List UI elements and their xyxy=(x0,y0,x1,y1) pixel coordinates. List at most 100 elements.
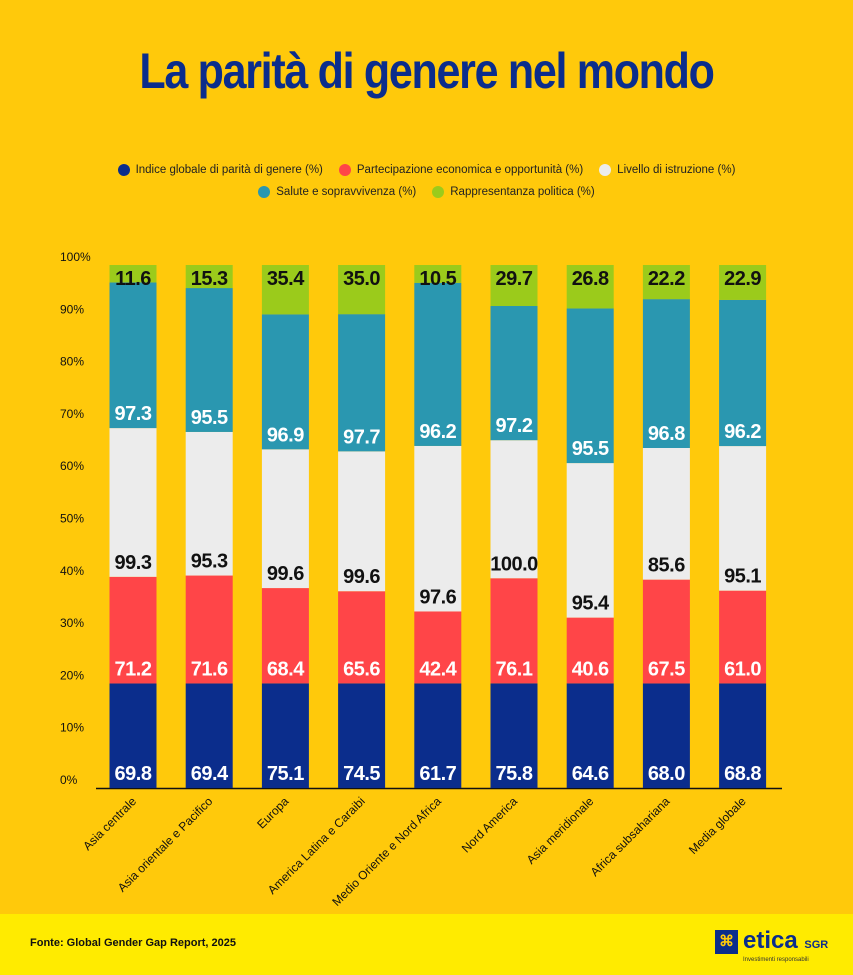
data-label: 76.1 xyxy=(496,658,533,680)
data-label: 42.4 xyxy=(419,658,457,680)
data-label: 96.8 xyxy=(648,423,685,445)
x-tick-label: Asia meridionale xyxy=(524,794,597,867)
legend-label: Indice globale di parità di genere (%) xyxy=(135,164,323,176)
x-tick-label: Africa subsahariana xyxy=(588,794,673,879)
data-label: 97.6 xyxy=(419,586,456,608)
x-tick-label: Europa xyxy=(254,794,291,831)
data-label: 99.6 xyxy=(267,563,304,585)
data-label: 75.1 xyxy=(267,763,304,785)
bar-segment xyxy=(261,265,309,315)
data-label: 22.9 xyxy=(724,268,761,290)
data-label: 95.5 xyxy=(191,407,228,429)
bar-segment xyxy=(338,451,386,592)
data-label: 97.2 xyxy=(496,415,533,437)
legend-swatch xyxy=(432,186,445,198)
y-tick-label: 30% xyxy=(60,616,84,630)
bar-segment xyxy=(490,578,538,684)
data-label: 99.3 xyxy=(115,552,152,574)
bar-segment xyxy=(414,445,462,612)
bar-segment xyxy=(642,265,690,300)
legend-label: Partecipazione economica e opportunità (… xyxy=(356,164,584,176)
data-label: 40.6 xyxy=(572,658,609,680)
legend-item: Salute e sopravvivenza (%) xyxy=(258,186,416,198)
bar-segment xyxy=(566,617,614,684)
bar-segment xyxy=(490,265,538,307)
logo-suffix: SGR xyxy=(804,939,829,951)
data-label: 99.6 xyxy=(343,566,380,588)
etica-sgr-logo: ⌘ etica SGR Investimenti responsabili xyxy=(715,927,829,964)
bar-segment xyxy=(642,579,690,684)
data-label: 100.0 xyxy=(490,553,538,575)
data-label: 35.0 xyxy=(343,268,380,290)
data-label: 35.4 xyxy=(267,268,305,290)
logo-mark-icon: ⌘ xyxy=(715,930,738,954)
y-tick-label: 90% xyxy=(60,302,84,316)
bar-segment xyxy=(338,314,386,452)
data-label: 65.6 xyxy=(343,658,380,680)
bar-segment xyxy=(109,683,157,788)
data-label: 96.2 xyxy=(419,421,456,443)
bar-segment xyxy=(109,428,157,577)
logo-text: etica xyxy=(743,927,798,954)
data-label: 10.5 xyxy=(419,268,456,290)
x-tick-label: Nord America xyxy=(459,794,521,856)
bar-segment xyxy=(414,611,462,684)
bar-segment xyxy=(566,308,614,464)
data-label: 71.2 xyxy=(115,658,152,680)
bar-segment xyxy=(490,683,538,788)
data-label: 74.5 xyxy=(343,763,380,785)
legend-item: Rappresentanza politica (%) xyxy=(432,186,595,198)
bar-segment xyxy=(719,446,767,591)
data-label: 85.6 xyxy=(648,555,685,577)
bar-segment xyxy=(642,299,690,448)
bar-segment xyxy=(261,588,309,684)
page-title: La parità di genere nel mondo xyxy=(139,43,715,99)
legend-label: Livello di istruzione (%) xyxy=(617,164,736,176)
legend-row: Salute e sopravvivenza (%) Rappresentanza… xyxy=(0,186,853,198)
y-tick-label: 0% xyxy=(60,773,78,787)
y-tick-label: 100% xyxy=(60,250,91,264)
bar-segment xyxy=(109,576,157,684)
footer: Fonte: Global Gender Gap Report, 2025 ⌘ … xyxy=(0,914,853,975)
x-tick-label: Asia centrale xyxy=(80,794,139,853)
bar-segment xyxy=(719,683,767,788)
data-label: 68.4 xyxy=(267,658,305,680)
data-label: 97.3 xyxy=(115,403,152,425)
y-tick-label: 60% xyxy=(60,459,84,473)
x-tick-label: Media globale xyxy=(686,794,749,857)
bar-segment xyxy=(719,265,767,300)
bar-segment xyxy=(414,282,462,446)
data-label: 95.3 xyxy=(191,551,228,573)
bar-segment xyxy=(185,575,233,684)
y-tick-label: 50% xyxy=(60,512,84,526)
legend-item: Livello di istruzione (%) xyxy=(599,164,735,176)
legend-label: Rappresentanza politica (%) xyxy=(450,186,595,198)
bar-segment xyxy=(185,265,233,289)
data-label: 95.1 xyxy=(724,566,761,588)
logo-tagline: Investimenti responsabili xyxy=(743,957,809,963)
y-tick-label: 80% xyxy=(60,355,84,369)
bar-segment xyxy=(414,265,462,283)
legend-swatch xyxy=(258,186,271,198)
bar-segment xyxy=(719,299,767,447)
bar-segment xyxy=(719,590,767,684)
bar-segment xyxy=(185,288,233,432)
bar-segment xyxy=(338,683,386,788)
data-label: 97.7 xyxy=(343,426,380,448)
data-label: 15.3 xyxy=(191,268,228,290)
bar-segment xyxy=(566,683,614,788)
data-label: 75.8 xyxy=(496,763,533,785)
legend-swatch xyxy=(599,164,612,176)
data-label: 96.9 xyxy=(267,424,304,446)
y-tick-label: 10% xyxy=(60,721,84,735)
bar-segment xyxy=(261,683,309,788)
stacked-bar-chart: 0% 10% 20% 30% 40% 50% 60% 70% 80% 90% 100% 69.8 71.… xyxy=(60,250,782,909)
bar-segment xyxy=(338,591,386,684)
bar-segment xyxy=(109,282,157,429)
source-note: Fonte: Global Gender Gap Report, 2025 xyxy=(30,937,236,949)
legend-swatch xyxy=(117,164,130,176)
data-label: 68.8 xyxy=(724,763,761,785)
bar-segment xyxy=(566,265,614,309)
y-tick-label: 70% xyxy=(60,407,84,421)
y-tick-label: 40% xyxy=(60,564,84,578)
